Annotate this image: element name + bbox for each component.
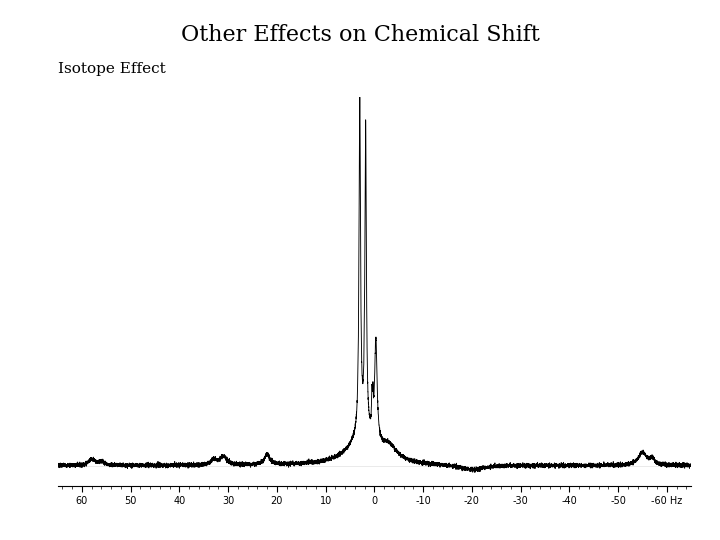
Text: Isotope Effect: Isotope Effect [58,62,166,76]
Text: Other Effects on Chemical Shift: Other Effects on Chemical Shift [181,24,539,46]
